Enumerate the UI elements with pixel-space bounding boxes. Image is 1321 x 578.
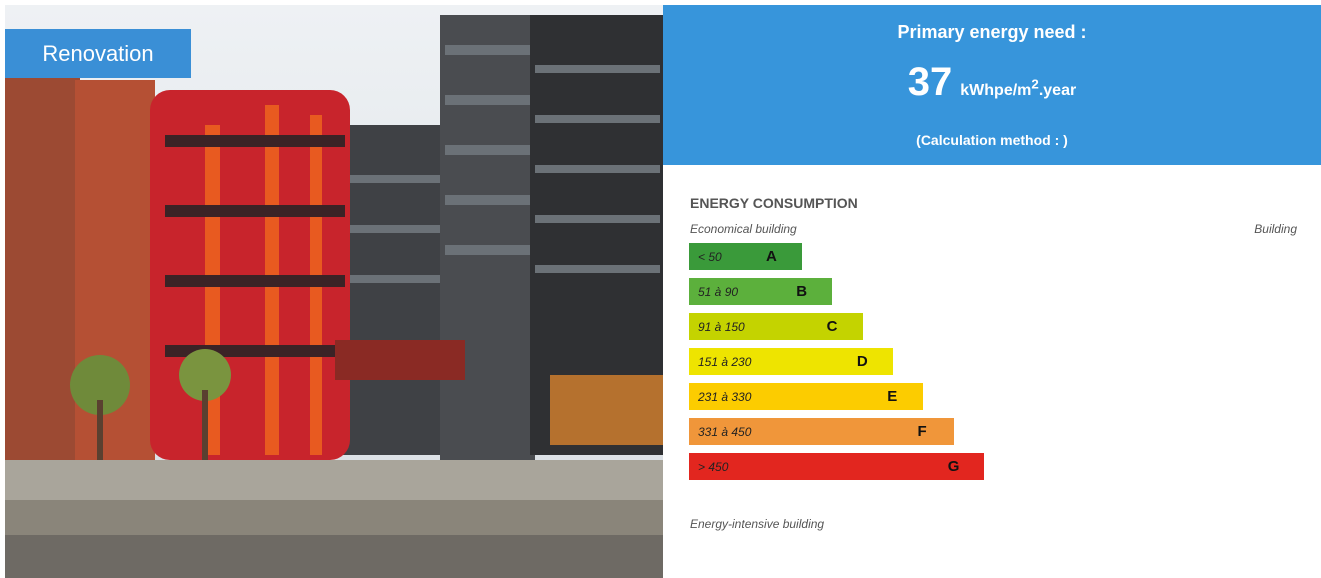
rating-letter: G	[948, 458, 960, 475]
unit-base: kWhpe/m	[960, 82, 1031, 99]
energy-need-title: Primary energy need :	[663, 22, 1321, 43]
rating-range: < 50	[698, 250, 722, 264]
rating-range: 231 à 330	[698, 390, 751, 404]
energy-consumption: ENERGY CONSUMPTION Economical building B…	[690, 195, 1297, 211]
rating-letter: A	[766, 248, 777, 265]
scale-top-label: Economical building	[690, 222, 797, 236]
energy-need-panel: Primary energy need : 37 kWhpe/m2.year (C…	[663, 5, 1321, 165]
rating-letter: D	[857, 353, 868, 370]
building-label: Building	[1254, 222, 1297, 236]
rating-letter: C	[827, 318, 838, 335]
building-photo	[5, 5, 663, 578]
rating-range: 331 à 450	[698, 425, 751, 439]
badge: Renovation	[5, 29, 191, 78]
page: Renovation Primary energy need : 37 kWhpe…	[0, 0, 1321, 578]
rating-bar: < 50 A	[689, 243, 802, 270]
rating-bar: 231 à 330 E	[689, 383, 923, 410]
calculation-method: (Calculation method : )	[663, 132, 1321, 148]
rating-letter: E	[887, 388, 897, 405]
rating-bar: 91 à 150 C	[689, 313, 863, 340]
rating-letter: F	[918, 423, 927, 440]
rating-range: 151 à 230	[698, 355, 751, 369]
rating-range: 51 à 90	[698, 285, 738, 299]
rating-bar: 151 à 230 D	[689, 348, 893, 375]
rating-bar: 331 à 450 F	[689, 418, 954, 445]
rating-letter: B	[796, 283, 807, 300]
unit-suffix: .year	[1039, 82, 1076, 99]
rating-bar: > 450 G	[689, 453, 984, 480]
energy-need-unit: kWhpe/m2.year	[960, 82, 1076, 99]
unit-sup: 2	[1031, 77, 1038, 92]
energy-need-value: 37	[908, 60, 953, 104]
rating-range: 91 à 150	[698, 320, 745, 334]
energy-need-value-row: 37 kWhpe/m2.year	[663, 60, 1321, 105]
rating-bar: 51 à 90 B	[689, 278, 832, 305]
scale-bottom-label: Energy-intensive building	[690, 517, 824, 531]
section-title: ENERGY CONSUMPTION	[690, 195, 1297, 211]
rating-range: > 450	[698, 460, 728, 474]
